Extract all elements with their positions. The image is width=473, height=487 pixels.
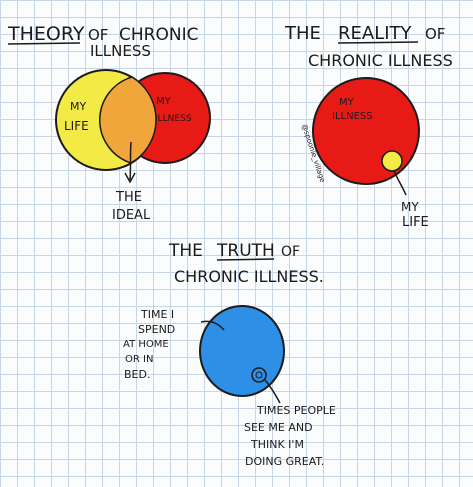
truth-title-word-2: TRUTH (216, 241, 275, 261)
truth-great-dot-inner (255, 371, 263, 379)
truth-great-pointer (264, 379, 281, 404)
truth-home-line-1: TIME I (140, 308, 174, 321)
truth-home-pointer (200, 320, 225, 331)
ideal-label-2: IDEAL (112, 208, 151, 223)
reality-title-underline (337, 41, 419, 44)
truth-home-line-3: AT HOME (123, 339, 169, 350)
theory-panel: THEORY OF CHRONIC ILLNESS MY LIFE MY ILL… (7, 23, 211, 223)
truth-great-line-2: SEE ME AND (244, 421, 313, 434)
truth-title-line-2: CHRONIC ILLNESS. (174, 267, 324, 286)
theory-title-underline (7, 42, 81, 45)
truth-home-line-4: OR IN (125, 354, 153, 365)
ideal-arrow (129, 141, 132, 181)
truth-title-word-3: OF (281, 244, 300, 260)
truth-great-line-1: TIMES PEOPLE (256, 404, 336, 417)
truth-great-line-4: DOING GREAT. (245, 455, 324, 468)
reality-circle-label-1: MY (339, 97, 355, 108)
theory-title-word-1: THEORY (7, 23, 85, 45)
theory-title-word-3: CHRONIC (119, 25, 198, 45)
truth-home-line-5: BED. (124, 368, 150, 381)
venn-left-label-1: MY (70, 100, 86, 113)
truth-home-circle (199, 305, 285, 397)
venn-right-label-1: MY (156, 96, 172, 107)
truth-title-word-1: THE (168, 241, 203, 261)
reality-life-pointer (393, 170, 407, 196)
reality-life-label-2: LIFE (402, 215, 429, 230)
truth-home-line-2: SPEND (138, 323, 175, 336)
ideal-arrow-head (124, 172, 136, 184)
reality-life-label-1: MY (401, 200, 419, 214)
reality-circle-label-2: ILLNESS (332, 111, 373, 122)
reality-life-dot (381, 150, 403, 172)
truth-panel: THE TRUTH OF CHRONIC ILLNESS. TIME I SPE… (123, 241, 336, 468)
venn-left-label-2: LIFE (64, 119, 89, 133)
reality-title-line-2: CHRONIC ILLNESS (308, 51, 453, 70)
reality-title-word-1: THE (284, 23, 321, 44)
venn-overlap (99, 76, 157, 164)
reality-title-word-2: REALITY (338, 23, 413, 44)
venn-right-label-2: ILLNESS (155, 114, 192, 124)
theory-title-word-2: OF (88, 26, 108, 44)
reality-illness-circle (312, 77, 420, 185)
reality-title-word-3: OF (425, 25, 445, 43)
theory-title-line-2: ILLNESS (90, 42, 151, 60)
reality-panel: THE REALITY OF CHRONIC ILLNESS MY ILLNES… (284, 23, 453, 230)
truth-title-underline (216, 258, 275, 261)
truth-great-line-3: THINK I'M (250, 438, 304, 451)
ideal-label-1: THE (115, 190, 142, 205)
truth-great-dot (251, 367, 267, 383)
